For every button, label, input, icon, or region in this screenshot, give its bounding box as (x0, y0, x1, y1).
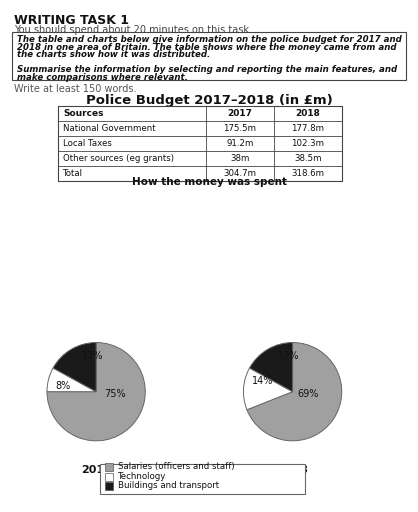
Text: 38m: 38m (230, 154, 250, 163)
Text: Local Taxes: Local Taxes (63, 139, 112, 148)
Wedge shape (53, 343, 96, 392)
Text: You should spend about 20 minutes on this task.: You should spend about 20 minutes on thi… (14, 25, 252, 35)
Text: Other sources (eg grants): Other sources (eg grants) (63, 154, 174, 163)
Text: National Government: National Government (63, 124, 155, 133)
Text: How the money was spent: How the money was spent (132, 177, 286, 187)
Text: Summarise the information by selecting and reporting the main features, and: Summarise the information by selecting a… (17, 65, 397, 74)
Text: 2017: 2017 (227, 109, 252, 118)
Text: 91.2m: 91.2m (226, 139, 254, 148)
Text: 318.6m: 318.6m (291, 169, 324, 178)
Text: 17%: 17% (278, 351, 299, 361)
Text: 175.5m: 175.5m (224, 124, 257, 133)
Bar (105, 482, 113, 490)
Text: 17%: 17% (82, 351, 103, 361)
Text: 2018: 2018 (277, 465, 308, 475)
Bar (105, 463, 113, 471)
Text: 69%: 69% (298, 389, 319, 399)
Text: Sources: Sources (63, 109, 104, 118)
Text: WRITING TASK 1: WRITING TASK 1 (14, 14, 129, 27)
Text: 38.5m: 38.5m (294, 154, 322, 163)
Text: 2017: 2017 (81, 465, 112, 475)
Text: 102.3m: 102.3m (291, 139, 324, 148)
Text: 2018: 2018 (296, 109, 321, 118)
Text: Total: Total (63, 169, 83, 178)
Text: Salaries (officers and staff): Salaries (officers and staff) (118, 462, 234, 472)
Text: 177.8m: 177.8m (291, 124, 324, 133)
Bar (105, 473, 113, 480)
Text: Buildings and transport: Buildings and transport (118, 481, 219, 490)
Text: Technology: Technology (118, 472, 166, 481)
Text: 2018 in one area of Britain. The table shows where the money came from and: 2018 in one area of Britain. The table s… (17, 42, 397, 52)
Bar (12, 32, 406, 80)
Bar (58, 106, 342, 181)
Wedge shape (243, 368, 293, 410)
Text: Write at least 150 words.: Write at least 150 words. (14, 84, 137, 94)
Wedge shape (250, 343, 293, 392)
Bar (100, 464, 305, 494)
Wedge shape (247, 343, 342, 441)
Text: 75%: 75% (104, 389, 126, 399)
Text: 8%: 8% (55, 381, 70, 391)
Text: make comparisons where relevant.: make comparisons where relevant. (17, 73, 188, 81)
Text: the charts show how it was distributed.: the charts show how it was distributed. (17, 50, 210, 59)
Text: The table and charts below give information on the police budget for 2017 and: The table and charts below give informat… (17, 35, 402, 44)
Wedge shape (47, 343, 145, 441)
Wedge shape (47, 368, 96, 392)
Text: 304.7m: 304.7m (224, 169, 257, 178)
Text: Police Budget 2017–2018 (in £m): Police Budget 2017–2018 (in £m) (86, 94, 332, 107)
Text: 14%: 14% (252, 376, 274, 386)
